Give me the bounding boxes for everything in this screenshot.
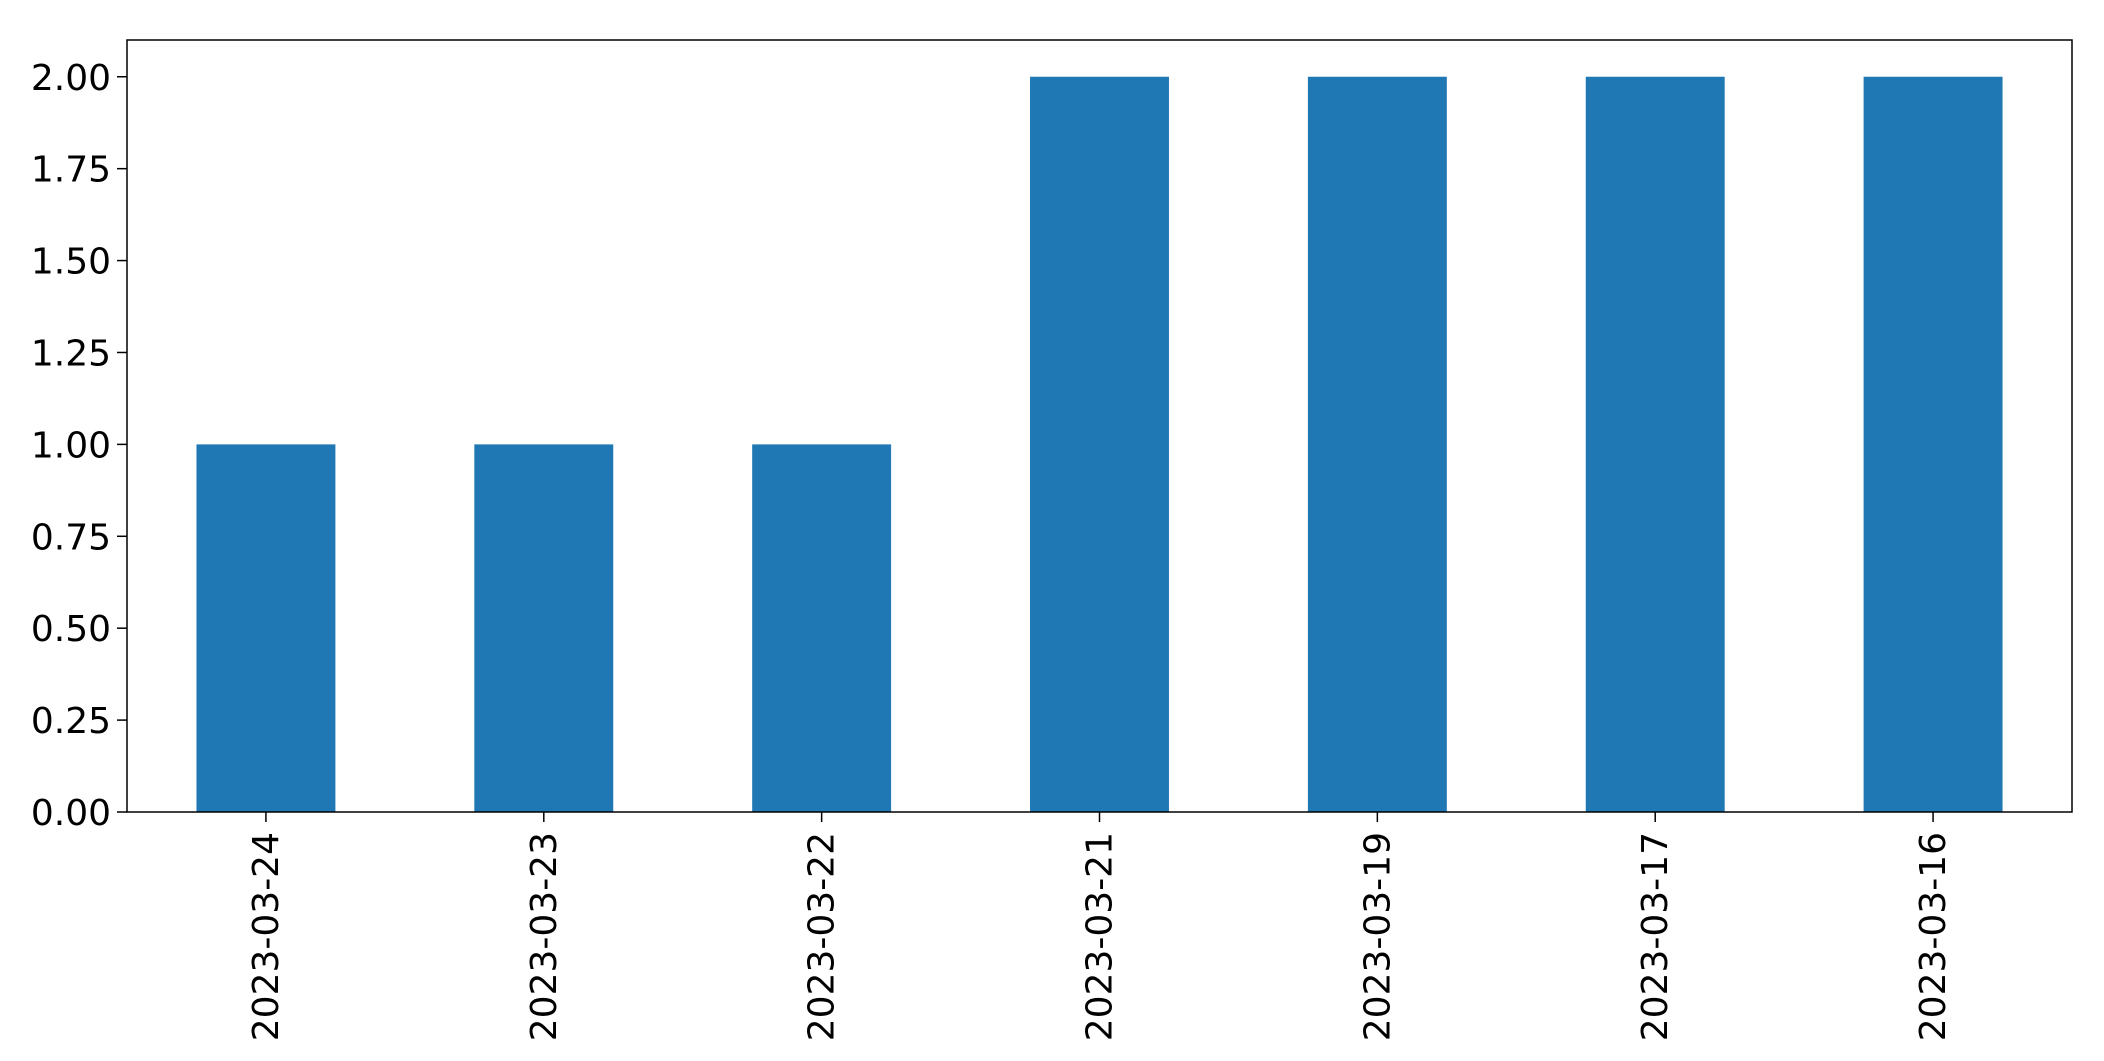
x-axis: 2023-03-24 2023-03-23 2023-03-22 2023-03-21… [246, 812, 1954, 1041]
x-tick-label: 2023-03-19 [1357, 832, 1398, 1041]
bar-2023-03-21 [1030, 76, 1169, 812]
y-tick-label: 0.50 [31, 609, 111, 650]
y-axis: 0.00 0.25 0.50 0.75 1.00 1.25 1.50 1.75 2.00 [31, 58, 127, 834]
bar-2023-03-17 [1585, 76, 1725, 812]
x-tick-label: 2023-03-21 [1080, 832, 1121, 1041]
bar-2023-03-22 [752, 444, 892, 812]
bars-group [196, 76, 2003, 812]
bar-2023-03-19 [1307, 76, 1447, 812]
bar-2023-03-24 [196, 444, 336, 812]
y-tick-label: 2.00 [31, 58, 111, 99]
y-tick-label: 1.75 [31, 150, 111, 191]
x-tick-label: 2023-03-16 [1913, 832, 1954, 1041]
x-tick-label: 2023-03-24 [246, 832, 287, 1041]
y-tick-label: 0.25 [31, 701, 111, 742]
x-tick-label: 2023-03-23 [524, 832, 565, 1041]
y-tick-label: 1.00 [31, 425, 111, 466]
y-tick-label: 1.50 [31, 242, 111, 283]
bar-2023-03-16 [1863, 76, 2003, 812]
y-tick-label: 1.25 [31, 333, 111, 374]
y-tick-label: 0.00 [31, 793, 111, 834]
y-tick-label: 0.75 [31, 517, 111, 558]
bar-2023-03-23 [474, 444, 614, 812]
plot-frame [126, 39, 2073, 813]
x-tick-label: 2023-03-17 [1635, 832, 1676, 1041]
x-tick-label: 2023-03-22 [802, 832, 843, 1041]
